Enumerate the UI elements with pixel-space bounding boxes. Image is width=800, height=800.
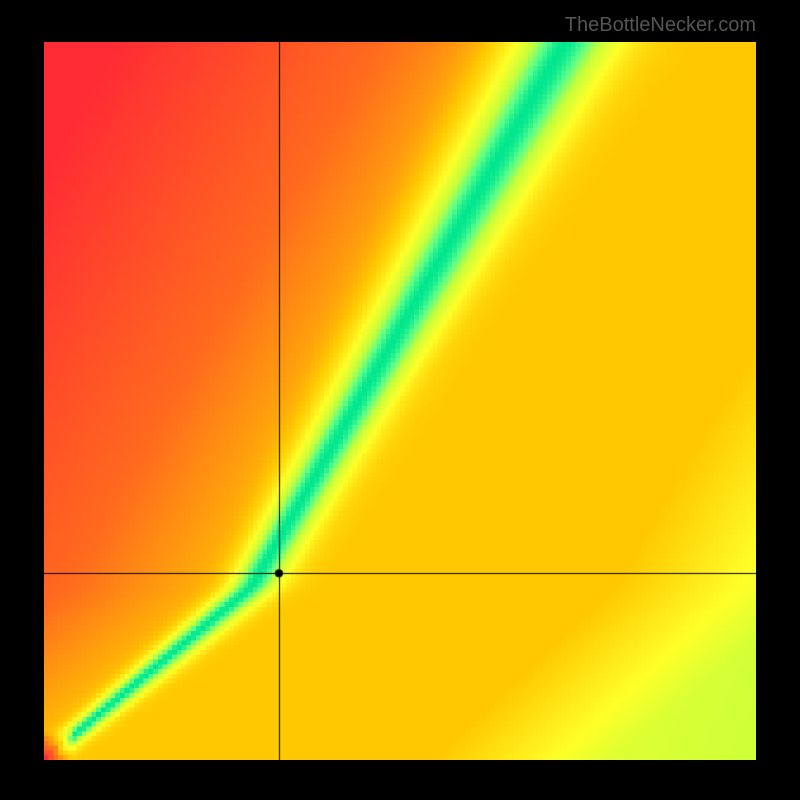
bottleneck-heatmap xyxy=(44,42,756,760)
chart-container: TheBottleNecker.com xyxy=(0,0,800,800)
watermark-text: TheBottleNecker.com xyxy=(565,14,756,37)
